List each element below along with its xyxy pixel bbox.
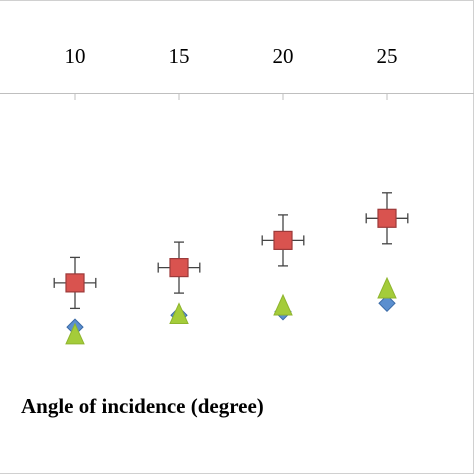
square-point [377,208,397,228]
x-tick-label-15: 15 [169,44,190,68]
triangle-point [377,276,397,299]
triangle-point [169,302,189,324]
x-tick-label-10: 10 [65,44,86,68]
square-point [65,273,85,293]
triangle-point [273,293,293,316]
x-tick-label-20: 20 [273,44,294,68]
x-tick-labels: 10 15 20 25 [65,44,398,68]
data-marks [53,192,409,345]
x-ticks [74,93,388,100]
square-point [273,230,293,250]
x-tick-label-25: 25 [377,44,398,68]
x-axis-label: Angle of incidence (degree) [21,394,264,418]
triangle-point [65,322,85,345]
square-point [169,258,189,278]
diamond-point [378,294,396,313]
